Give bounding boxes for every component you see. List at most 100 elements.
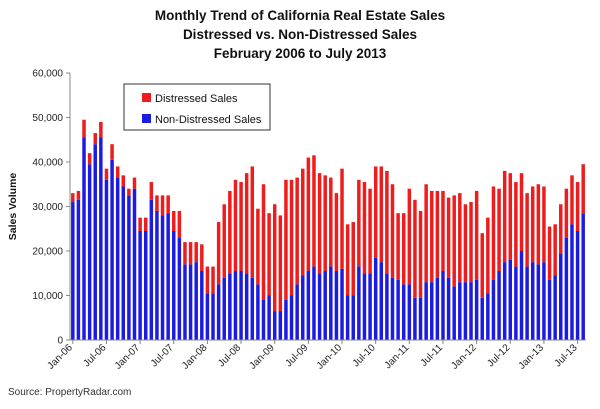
bar-distressed [82, 119, 86, 138]
bar-non-distressed [413, 297, 417, 340]
bar-non-distressed [334, 271, 339, 340]
bar-distressed [407, 188, 412, 285]
bar-distressed [581, 164, 585, 214]
bar-distressed [127, 188, 131, 196]
y-axis-label: Sales Volume [7, 173, 19, 241]
bar-non-distressed [519, 251, 524, 340]
bar-distressed [250, 166, 255, 278]
y-tick-label: 30,000 [32, 202, 63, 213]
bar-distressed [239, 182, 243, 272]
bar-non-distressed [149, 199, 154, 340]
bar-distressed [177, 210, 182, 238]
bar-distressed [200, 244, 204, 272]
bar-non-distressed [396, 279, 400, 340]
bar-non-distressed [480, 297, 484, 340]
bar-distressed [93, 133, 97, 145]
bar-non-distressed [435, 277, 440, 340]
chart-title: Monthly Trend of California Real Estate … [0, 6, 600, 63]
bar-non-distressed [570, 224, 574, 340]
bar-distressed [452, 195, 456, 287]
bar-distressed [559, 204, 563, 254]
bar-non-distressed [104, 179, 109, 340]
bar-distressed [115, 166, 120, 178]
bar-non-distressed [474, 279, 479, 340]
bar-distressed [272, 204, 277, 312]
bar-non-distressed [188, 264, 193, 340]
bar-distressed [261, 184, 266, 300]
bar-distressed [244, 173, 249, 274]
bar-distressed [469, 202, 473, 283]
bar-distressed [435, 190, 440, 278]
bar-distressed [553, 224, 557, 276]
bar-distressed [295, 177, 299, 285]
bar-non-distressed [368, 273, 372, 340]
bar-non-distressed [82, 137, 86, 340]
bar-distressed [149, 182, 154, 200]
bar-distressed [519, 173, 524, 252]
bar-non-distressed [514, 266, 518, 340]
bar-non-distressed [547, 279, 552, 340]
bar-distressed [334, 193, 339, 272]
bar-distressed [575, 182, 580, 231]
bar-non-distressed [357, 266, 361, 340]
bar-distressed [530, 186, 535, 263]
bar-distressed [458, 193, 462, 283]
bar-non-distressed [172, 230, 176, 340]
bar-distressed [362, 182, 367, 274]
bar-distressed [172, 210, 176, 231]
bar-non-distressed [194, 262, 198, 341]
bar-non-distressed [121, 186, 126, 340]
chart-title-line-3: February 2006 to July 2013 [213, 46, 387, 61]
bar-distressed [514, 182, 518, 267]
bar-non-distressed [177, 237, 182, 340]
bar-distressed [486, 217, 490, 294]
x-tick-label: Jan-07 [113, 342, 143, 372]
bar-distressed [76, 190, 81, 200]
bar-distressed [216, 222, 221, 285]
bar-non-distressed [530, 262, 535, 341]
bar-distressed [373, 166, 378, 258]
bar-distressed [160, 195, 165, 216]
bar-non-distressed [385, 273, 389, 340]
bar-distressed [502, 170, 507, 263]
bar-non-distressed [317, 273, 322, 340]
bar-distressed [390, 184, 395, 278]
bar-non-distressed [261, 299, 266, 340]
bar-non-distressed [99, 137, 103, 340]
bar-distressed [99, 121, 103, 138]
x-tick-label: Jul-10 [351, 342, 378, 369]
bar-non-distressed [216, 284, 221, 341]
bar-non-distressed [267, 295, 271, 340]
y-tick-label: 20,000 [32, 247, 63, 258]
x-tick-label: Jul-09 [283, 342, 310, 369]
bar-non-distressed [581, 213, 585, 340]
bar-distressed [155, 195, 159, 211]
bar-non-distressed [244, 273, 249, 340]
bar-non-distressed [362, 273, 367, 340]
bar-non-distressed [222, 277, 226, 340]
bar-distressed [87, 153, 92, 165]
bar-non-distressed [76, 199, 81, 340]
x-tick-label: Jan-09 [247, 342, 277, 372]
bar-distressed [379, 166, 384, 263]
bar-non-distressed [340, 268, 344, 340]
bar-distressed [228, 190, 232, 274]
bar-non-distressed [250, 277, 255, 340]
bar-non-distressed [284, 299, 288, 340]
bar-distressed [110, 144, 114, 160]
x-tick-label: Jan-11 [383, 342, 412, 371]
source-note: Source: PropertyRadar.com [8, 387, 132, 398]
bar-distressed [121, 175, 126, 187]
x-tick-label: Jul-08 [216, 342, 243, 369]
legend-label-distressed: Distressed Sales [155, 93, 238, 105]
bar-distressed [222, 204, 226, 278]
bar-non-distressed [272, 311, 277, 340]
bar-non-distressed [536, 264, 541, 340]
bar-non-distressed [155, 210, 159, 340]
bar-distressed [306, 157, 311, 272]
bar-non-distressed [127, 195, 131, 341]
bar-distressed [547, 226, 552, 280]
x-tick-label: Jul-13 [553, 342, 580, 369]
bar-distressed [413, 199, 417, 298]
